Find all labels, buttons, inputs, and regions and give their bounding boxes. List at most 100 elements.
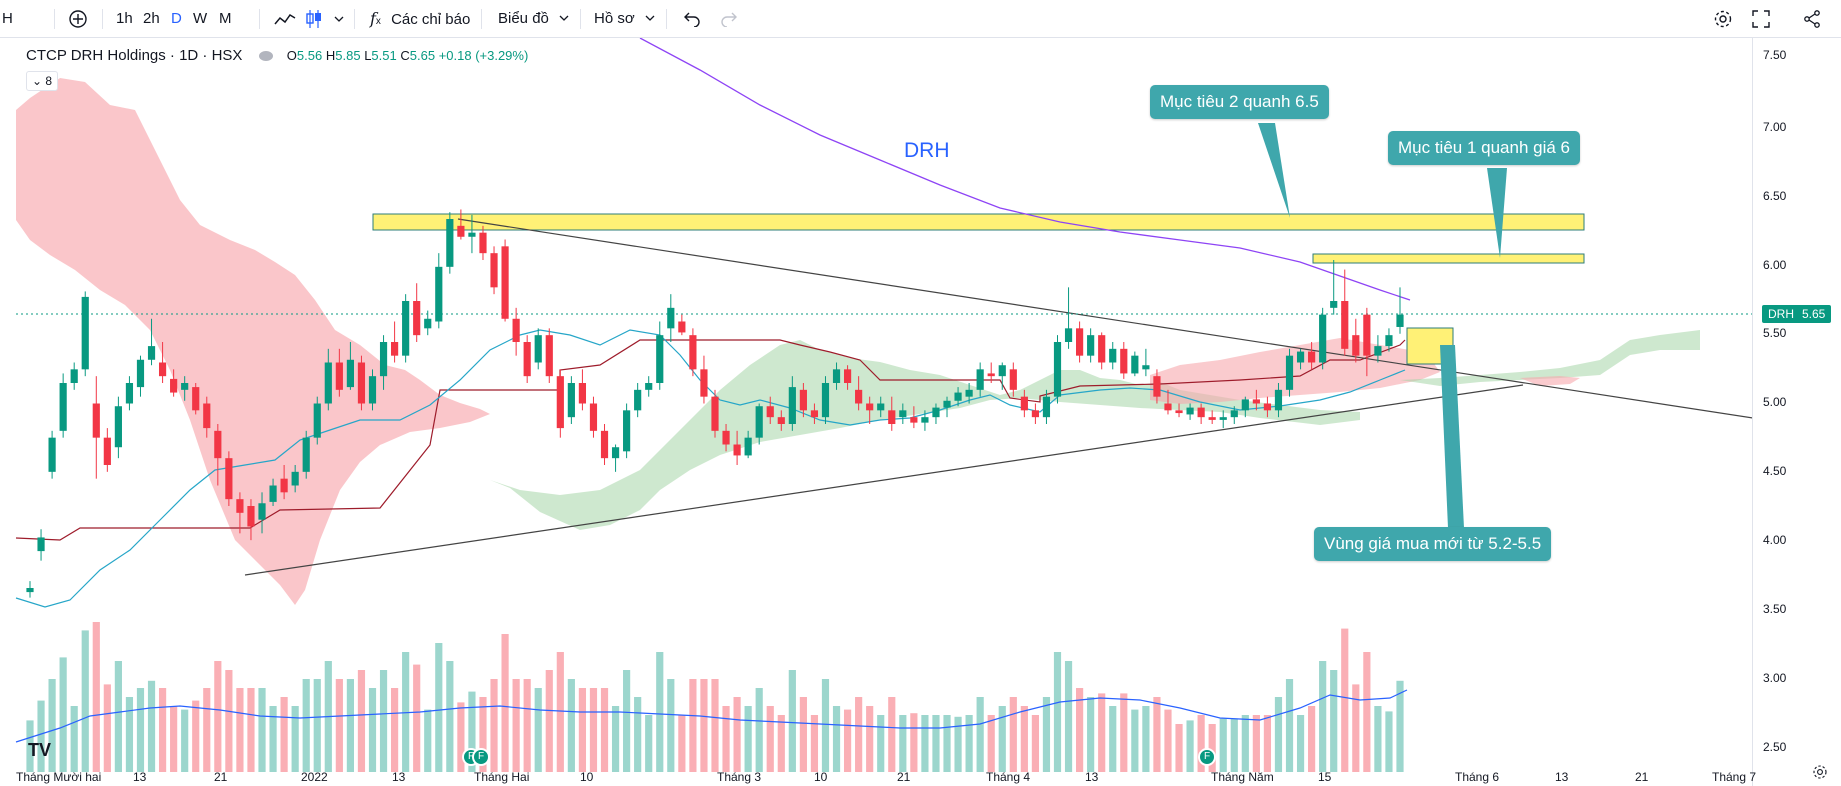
profile-button[interactable]: Hồ sơ [594,0,655,38]
candle-body [556,376,564,429]
volume-bar [1396,680,1404,772]
gear-icon[interactable] [1713,0,1733,38]
undo-icon[interactable] [683,0,701,38]
interval-2h[interactable]: 2h [143,10,160,27]
candle-body [1274,389,1283,411]
candle-body [1020,396,1028,411]
event-marker[interactable]: F [1198,748,1216,766]
tradingview-logo[interactable]: TV [28,740,52,760]
candle-body [634,389,642,411]
volume-bar [1241,715,1249,772]
symbol-title[interactable]: CTCP DRH Holdings · 1D · HSX [26,47,243,64]
chart-layout-label: Biểu đồ [498,10,549,27]
candle-body [214,430,222,459]
symbol-search-cut[interactable]: H [2,10,13,27]
add-compare-icon[interactable] [68,0,88,38]
fullscreen-icon[interactable] [1752,0,1770,38]
candle-body [1385,335,1393,347]
indicators-button[interactable]: fx Các chỉ báo [370,9,471,28]
chevron-down-icon[interactable] [334,0,344,38]
price-tick: 5.00 [1763,395,1787,409]
candle-body [435,266,443,322]
indicator-lines [15,38,1793,608]
candle-body [788,387,796,424]
buy-zone-callout[interactable]: Vùng giá mua mới từ 5.2-5.5 [1314,527,1552,561]
volume-bar [269,706,277,772]
volume-bar [357,670,366,772]
candle-body [192,387,200,411]
volume-bar [998,706,1006,772]
volume-bar [855,697,863,772]
candle-body [203,403,211,429]
candles-icon[interactable] [305,0,323,38]
interval-d[interactable]: D [171,10,182,27]
indicator-count: 8 [45,74,53,88]
candle-body [645,383,653,390]
volume-bar [1230,718,1238,772]
line-chart-icon[interactable] [274,0,296,38]
chart-layout-button[interactable]: Biểu đồ [498,0,569,38]
volume-bar [48,679,56,772]
price-axis[interactable]: 7.50 7.00 6.50 6.00 5.50 5.00 4.50 4.00 … [1752,38,1841,786]
interval-1h[interactable]: 1h [116,10,133,27]
candle-body [1186,407,1194,415]
candle-body [1042,396,1051,418]
volume-bar [534,688,542,772]
candle-body [313,403,321,438]
candle-body [1009,369,1017,390]
volume-bar [788,670,796,772]
time-tick: 15 [1318,770,1332,784]
price-tick: 7.50 [1763,48,1787,62]
time-tick: 10 [814,770,828,784]
gear-icon[interactable] [1812,764,1828,785]
candle-body [667,307,675,329]
candle-body [125,383,134,404]
candle-body [114,406,122,448]
target2-zone[interactable] [372,213,1585,231]
high-value: 5.85 [335,48,361,63]
candle-body [1087,335,1095,356]
candle-body [368,376,377,404]
last-price-tag[interactable]: DRH 5.65 [1762,305,1832,323]
event-marker[interactable]: F [472,748,490,766]
volume-bar [1296,715,1305,772]
share-icon[interactable] [1803,0,1821,38]
candle-body [346,359,354,388]
price-chart[interactable] [0,38,1841,786]
target2-callout[interactable]: Mục tiêu 2 quanh 6.5 [1150,85,1329,119]
volume-bar [1042,697,1051,772]
candle-body [611,447,620,459]
toolbar-divider [259,9,260,29]
candle-body [755,406,763,438]
redo-icon[interactable] [720,0,738,38]
candle-body [335,362,343,390]
candle-body [1285,355,1294,390]
candle-body [391,342,399,356]
volume-bar [578,688,587,772]
target1-callout[interactable]: Mục tiêu 1 quanh giá 6 [1388,131,1581,165]
volume-bar [711,679,719,772]
chart-text-label[interactable]: DRH [904,139,950,162]
target1-zone[interactable] [1312,253,1585,264]
time-tick: 13 [392,770,406,784]
interval-m[interactable]: M [219,10,232,27]
volume-bar [468,691,476,772]
interval-w[interactable]: W [193,10,208,27]
volume-bar [391,688,399,772]
change-value: +0.18 (+3.29%) [438,48,529,63]
volume-bar [777,715,785,772]
volume-bar [877,715,885,772]
eye-icon[interactable] [258,51,273,62]
candle-body [899,410,907,418]
volume-bar [810,715,819,772]
volume-bar [722,706,730,772]
profile-label: Hồ sơ [594,10,635,27]
chevron-down-icon [559,0,569,38]
volume-bar [1252,715,1260,772]
legend-collapse-button[interactable]: ⌄ 8 [26,71,58,91]
candle-body [1076,328,1084,356]
volume-bar [26,720,34,772]
candle-body [965,389,973,397]
price-tick: 3.00 [1763,671,1787,685]
